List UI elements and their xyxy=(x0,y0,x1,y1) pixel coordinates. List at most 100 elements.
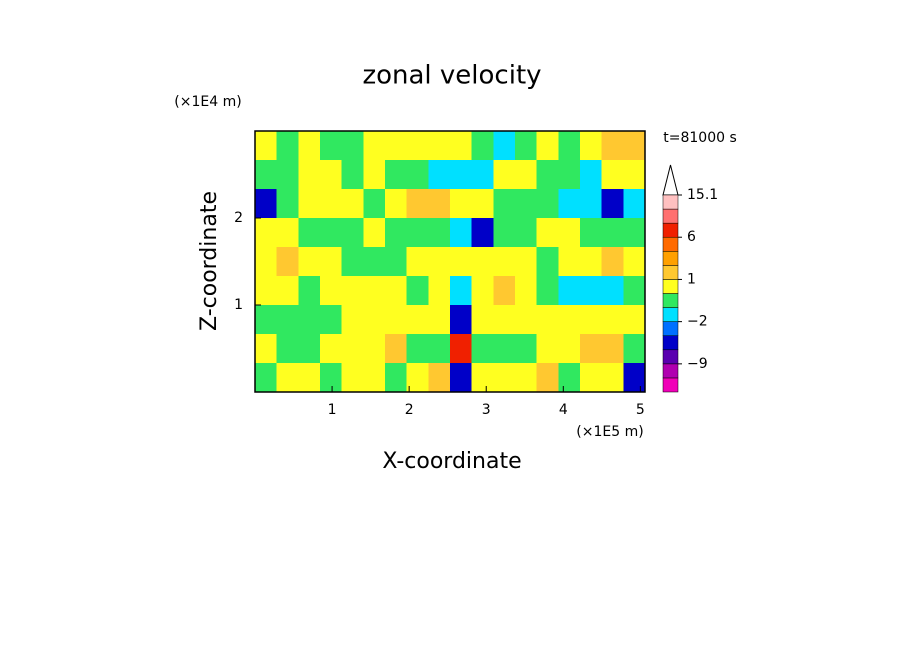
contour-cell xyxy=(428,334,451,364)
colorbar-tick-label: 1 xyxy=(687,271,696,287)
contour-cell xyxy=(406,131,429,161)
chart-title: zonal velocity xyxy=(362,61,541,91)
contour-cell xyxy=(623,276,646,306)
contour-cell xyxy=(493,334,516,364)
contour-cell xyxy=(298,247,321,277)
contour-cell xyxy=(385,363,408,393)
contour-cell xyxy=(406,363,429,393)
contour-cell xyxy=(580,363,603,393)
contour-cell xyxy=(558,276,581,306)
colorbar-box xyxy=(662,236,679,252)
contour-cell xyxy=(580,218,603,248)
x-tick-label: 5 xyxy=(636,402,645,418)
contour-cell xyxy=(341,131,364,161)
contour-cell xyxy=(471,189,494,219)
contour-cell xyxy=(515,305,538,335)
contour-cell xyxy=(320,131,343,161)
contour-cell xyxy=(276,305,299,335)
colorbar-tick-label: −9 xyxy=(687,356,708,372)
contour-cell xyxy=(385,276,408,306)
contour-cell xyxy=(255,218,278,248)
contour-cell xyxy=(580,305,603,335)
contour-cell xyxy=(450,189,473,219)
contour-cell xyxy=(536,218,559,248)
colorbar-box xyxy=(662,265,679,280)
contour-cell xyxy=(515,160,538,190)
contour-cell xyxy=(515,131,538,161)
contour-cell xyxy=(298,305,321,335)
colorbar-box xyxy=(662,349,679,365)
contour-cell xyxy=(363,247,386,277)
contour-cell xyxy=(515,363,538,393)
colorbar-box xyxy=(662,363,679,379)
contour-cell xyxy=(341,334,364,364)
contour-cell xyxy=(385,247,408,277)
contour-cell xyxy=(406,247,429,277)
contour-cell xyxy=(536,305,559,335)
plot-frame xyxy=(254,130,646,393)
contour-cell xyxy=(298,189,321,219)
contour-cell xyxy=(320,363,343,393)
contour-cell xyxy=(515,189,538,219)
contour-cell xyxy=(515,276,538,306)
colorbar-box xyxy=(662,307,679,322)
contour-cell xyxy=(623,305,646,335)
contour-cell xyxy=(255,160,278,190)
contour-cell xyxy=(558,363,581,393)
contour-cell xyxy=(536,189,559,219)
contour-cell xyxy=(320,218,343,248)
contour-cell xyxy=(601,363,624,393)
contour-cell xyxy=(428,276,451,306)
contour-cell xyxy=(493,131,516,161)
contour-cell xyxy=(428,218,451,248)
contour-cell xyxy=(536,276,559,306)
contour-cell xyxy=(450,247,473,277)
contour-cell xyxy=(363,334,386,364)
contour-cell xyxy=(341,305,364,335)
contour-cell xyxy=(385,131,408,161)
colorbar-box xyxy=(662,194,679,210)
contour-cell xyxy=(320,247,343,277)
contour-cell xyxy=(276,189,299,219)
contour-cell xyxy=(515,218,538,248)
contour-cell xyxy=(515,247,538,277)
colorbar-box xyxy=(662,335,679,351)
contour-cell xyxy=(471,247,494,277)
contour-cell xyxy=(320,160,343,190)
contour-cell xyxy=(623,131,646,161)
contour-cell xyxy=(320,305,343,335)
contour-cell xyxy=(276,363,299,393)
contour-cell xyxy=(298,160,321,190)
contour-cell xyxy=(536,131,559,161)
colorbar-box xyxy=(662,251,679,266)
contour-cell xyxy=(558,247,581,277)
contour-cell xyxy=(298,218,321,248)
contour-cell xyxy=(623,334,646,364)
contour-cell xyxy=(471,218,494,248)
contour-cell xyxy=(601,189,624,219)
contour-cell xyxy=(406,276,429,306)
contour-cell xyxy=(255,276,278,306)
contour-cell xyxy=(428,189,451,219)
contour-cell xyxy=(580,131,603,161)
contour-cell xyxy=(406,160,429,190)
x-tick-label: 1 xyxy=(328,402,337,418)
contour-cell xyxy=(471,363,494,393)
y-tick-label: 1 xyxy=(234,297,243,313)
contour-cell xyxy=(450,218,473,248)
contour-cell xyxy=(406,218,429,248)
contour-cell xyxy=(428,131,451,161)
contour-cell xyxy=(276,334,299,364)
contour-cell xyxy=(493,305,516,335)
contour-cell xyxy=(255,247,278,277)
contour-cell xyxy=(558,305,581,335)
contour-cell xyxy=(320,334,343,364)
contour-cell xyxy=(471,305,494,335)
contour-cell xyxy=(536,160,559,190)
contour-cell xyxy=(298,276,321,306)
contour-cell xyxy=(558,334,581,364)
contour-cell xyxy=(601,305,624,335)
colorbar-extension xyxy=(662,164,679,196)
y-unit: (×1E4 m) xyxy=(174,94,241,110)
